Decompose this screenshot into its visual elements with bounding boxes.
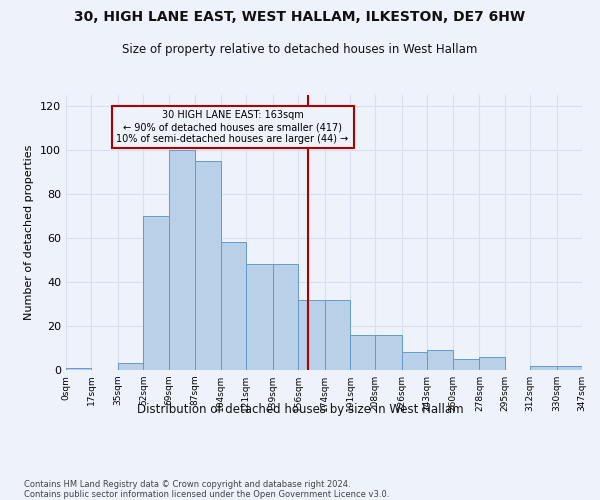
Bar bbox=[118, 364, 143, 370]
Bar bbox=[66, 368, 91, 370]
Bar bbox=[350, 335, 376, 370]
Bar bbox=[325, 300, 350, 370]
Text: Distribution of detached houses by size in West Hallam: Distribution of detached houses by size … bbox=[137, 402, 463, 415]
Y-axis label: Number of detached properties: Number of detached properties bbox=[25, 145, 34, 320]
Bar bbox=[298, 300, 325, 370]
Bar bbox=[557, 366, 582, 370]
Bar bbox=[452, 359, 479, 370]
Bar bbox=[169, 150, 196, 370]
Text: Size of property relative to detached houses in West Hallam: Size of property relative to detached ho… bbox=[122, 42, 478, 56]
Bar bbox=[402, 352, 427, 370]
Bar bbox=[221, 242, 246, 370]
Text: 30 HIGH LANE EAST: 163sqm
← 90% of detached houses are smaller (417)
10% of semi: 30 HIGH LANE EAST: 163sqm ← 90% of detac… bbox=[116, 110, 349, 144]
Bar bbox=[530, 366, 557, 370]
Text: 30, HIGH LANE EAST, WEST HALLAM, ILKESTON, DE7 6HW: 30, HIGH LANE EAST, WEST HALLAM, ILKESTO… bbox=[74, 10, 526, 24]
Bar bbox=[143, 216, 169, 370]
Bar bbox=[246, 264, 272, 370]
Bar bbox=[427, 350, 452, 370]
Text: Contains HM Land Registry data © Crown copyright and database right 2024.
Contai: Contains HM Land Registry data © Crown c… bbox=[24, 480, 389, 499]
Bar bbox=[479, 357, 505, 370]
Bar bbox=[376, 335, 402, 370]
Bar bbox=[196, 161, 221, 370]
Bar bbox=[272, 264, 298, 370]
